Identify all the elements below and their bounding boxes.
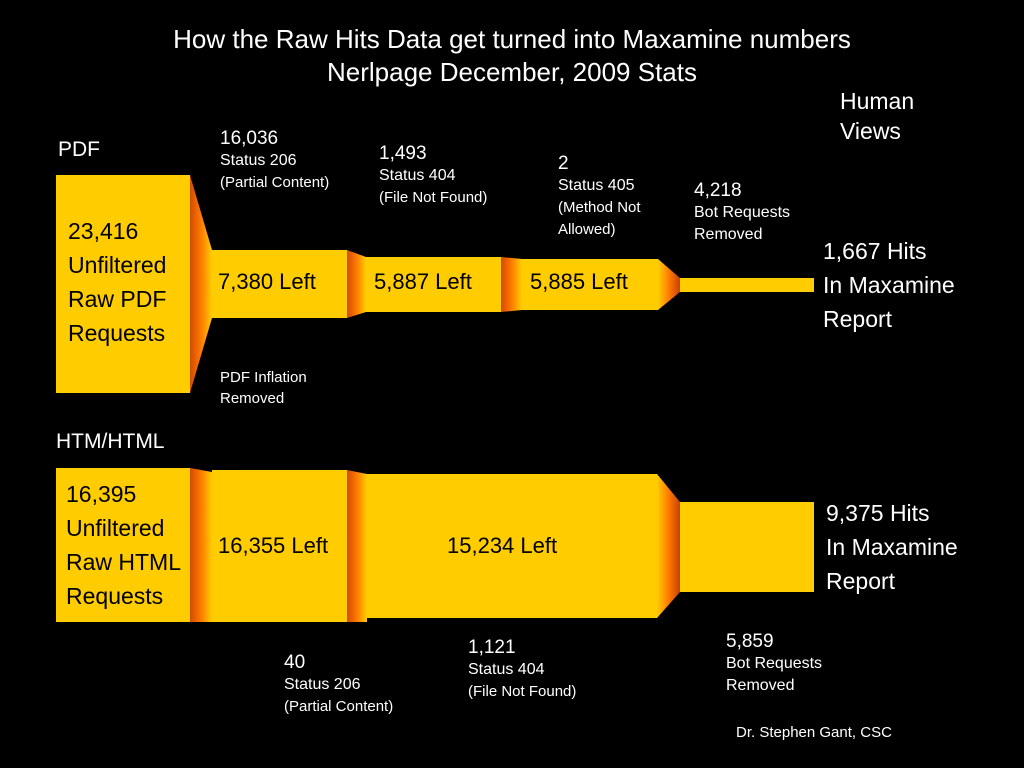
- pdf-stage-3: [522, 259, 658, 310]
- html-left-2: 15,234 Left: [447, 533, 558, 558]
- html-left-1: 16,355 Left: [218, 533, 329, 558]
- html-taper-2: [347, 470, 367, 622]
- human-views-label: Human Views: [840, 88, 915, 144]
- html-step-bots: 5,859 Bot Requests Removed: [726, 631, 823, 694]
- html-funnel: [56, 468, 814, 622]
- html-taper-1: [190, 468, 212, 622]
- pdf-taper-4: [658, 259, 680, 310]
- diagram-subtitle: Nerlpage December, 2009 Stats: [327, 57, 697, 87]
- pdf-section-label: PDF: [58, 138, 100, 161]
- pdf-step-405: 2 Status 405 (Method Not Allowed): [558, 153, 641, 238]
- pdf-step-bots: 4,218 Bot Requests Removed: [694, 180, 791, 243]
- pdf-left-1: 7,380 Left: [218, 269, 316, 294]
- pdf-output-bar: [680, 278, 814, 292]
- pdf-step-206: 16,036 Status 206 (Partial Content): [220, 128, 330, 191]
- pdf-result: 1,667 Hits In Maxamine Report: [823, 238, 955, 332]
- pdf-stage-2: [366, 257, 501, 312]
- pdf-step-404: 1,493 Status 404 (File Not Found): [379, 143, 488, 206]
- pdf-inflation-note: PDF Inflation Removed: [220, 369, 307, 407]
- html-stage-1: [212, 470, 347, 622]
- pdf-left-2: 5,887 Left: [374, 269, 472, 294]
- html-source-box: [56, 468, 190, 622]
- pdf-taper-2: [347, 250, 366, 318]
- html-taper-3: [657, 474, 680, 618]
- html-source-text: 16,395 Unfiltered Raw HTML Requests: [66, 481, 182, 609]
- pdf-source-box: [56, 175, 190, 393]
- html-result: 9,375 Hits In Maxamine Report: [826, 500, 958, 594]
- pdf-stage-1: [212, 250, 347, 318]
- author-credit: Dr. Stephen Gant, CSC: [736, 724, 892, 741]
- pdf-left-3: 5,885 Left: [530, 269, 628, 294]
- pdf-source-text: 23,416 Unfiltered Raw PDF Requests: [68, 218, 167, 346]
- html-section-label: HTM/HTML: [56, 430, 165, 453]
- html-step-404: 1,121 Status 404 (File Not Found): [468, 637, 577, 700]
- html-output-bar: [680, 502, 814, 592]
- html-step-206: 40 Status 206 (Partial Content): [284, 652, 394, 715]
- diagram-title: How the Raw Hits Data get turned into Ma…: [173, 24, 851, 54]
- pdf-funnel: [56, 175, 814, 393]
- html-stage-2: [367, 474, 657, 618]
- pdf-taper-1: [190, 175, 212, 393]
- pdf-taper-3: [501, 257, 522, 312]
